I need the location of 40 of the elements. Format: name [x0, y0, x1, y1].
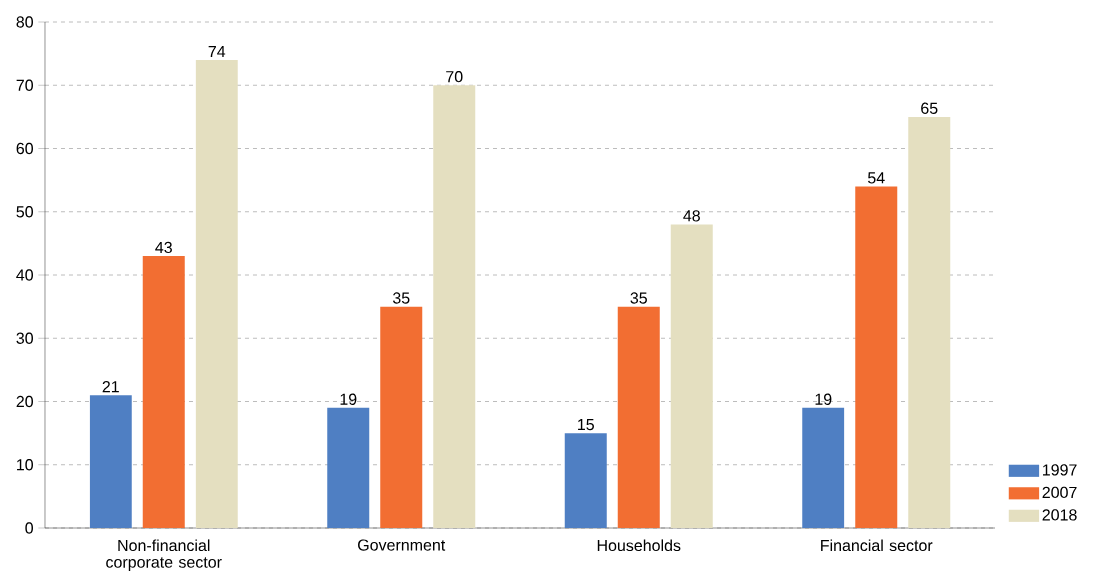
x-tick-label: Households — [597, 539, 681, 552]
data-label: 54 — [868, 172, 885, 184]
bar — [89, 395, 132, 528]
y-tick-label: 30 — [16, 332, 33, 344]
y-tick-label: 40 — [16, 269, 33, 281]
bar — [617, 306, 660, 528]
bar — [195, 59, 238, 528]
data-label: 21 — [102, 381, 119, 393]
y-tick-label: 10 — [17, 459, 33, 471]
legend-label: 1997 — [1043, 464, 1077, 476]
data-label: 35 — [392, 292, 410, 304]
data-label: 19 — [340, 393, 357, 405]
data-label: 70 — [446, 71, 463, 83]
x-tick-label: Non-financial corporate sector — [106, 539, 222, 571]
bar — [802, 407, 845, 528]
bar — [855, 186, 898, 528]
y-tick-label: 50 — [16, 206, 33, 218]
y-tick-label: 80 — [16, 16, 33, 28]
data-label: 65 — [921, 102, 938, 114]
data-label: 15 — [578, 419, 594, 431]
y-tick-label: 20 — [16, 395, 33, 408]
bar — [670, 224, 713, 528]
data-label: 35 — [630, 292, 647, 304]
data-label: 43 — [155, 241, 172, 254]
x-tick-label: Financial sector — [821, 539, 933, 552]
legend-label: 2007 — [1042, 486, 1077, 499]
bar — [564, 433, 607, 528]
bar — [380, 306, 423, 528]
bar — [142, 256, 185, 528]
y-tick-label: 60 — [16, 142, 33, 155]
x-tick-label: Government — [358, 539, 446, 551]
bar — [327, 407, 370, 528]
data-label: 74 — [208, 46, 226, 58]
y-tick-label: 0 — [25, 522, 33, 534]
legend-label: 2018 — [1042, 509, 1077, 521]
data-label: 19 — [815, 393, 832, 405]
bar — [908, 116, 951, 528]
y-tick-label: 70 — [16, 79, 33, 91]
data-label: 48 — [683, 210, 700, 222]
bar — [433, 85, 476, 528]
